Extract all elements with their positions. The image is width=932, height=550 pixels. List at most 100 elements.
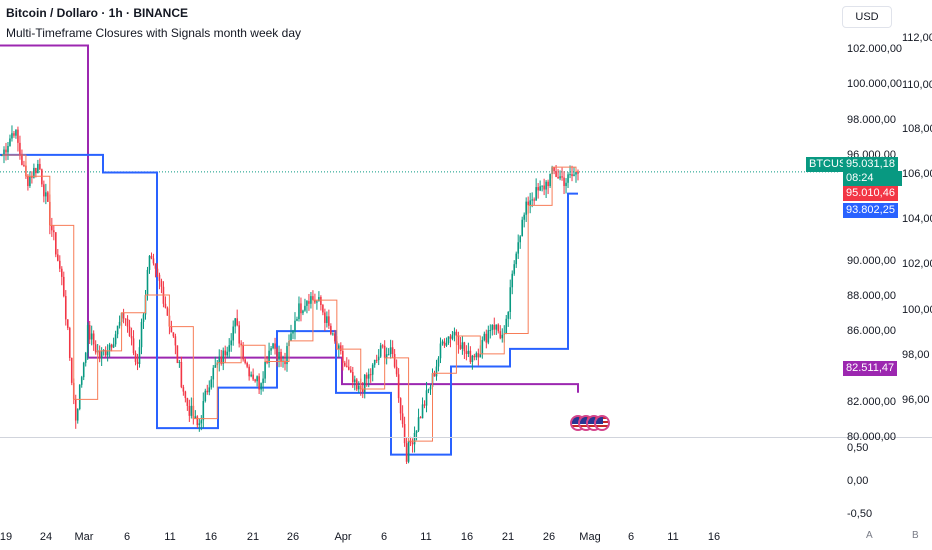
candle-body [565,182,567,187]
candle-body [252,374,254,380]
candle-body [276,348,278,360]
candle-body [7,145,9,153]
candle-body [104,350,107,356]
countdown-tag: 08:24 [843,171,902,186]
candle-body [82,362,85,378]
price-axis[interactable]: 102.000,00 100.000,00 98.000,00 96.000,00 90… [840,0,932,550]
candle-body [541,185,543,187]
candle-body [391,347,394,355]
candle-body [122,312,125,319]
candle-body [523,214,525,220]
candle-body [154,263,157,269]
time-axis[interactable]: 19 24 Mar 6 11 16 21 26 Apr 6 11 16 21 26 Mag 6 11 16 [0,520,932,550]
candle-body [206,390,209,393]
candle-body [491,324,494,330]
indicator-title[interactable]: Multi-Timeframe Closures with Signals mo… [6,26,301,40]
price-tick: 98.000,00 [847,113,896,126]
candle-body [35,167,37,174]
subpane-tick: 0,50 [847,442,869,454]
day-close-tag: 95.010,46 [843,186,898,201]
candle-body [19,142,21,155]
candle-body [132,338,135,354]
candle-body [178,362,181,364]
candle-body [511,273,514,288]
candle-body [292,330,294,334]
candle-body [284,360,286,365]
candle-body [236,318,238,326]
candle-body [142,314,145,322]
candle-body [202,401,205,421]
candle-body [228,345,231,352]
candle-body [489,329,492,331]
secondary-price-tick: 110,00 [902,79,932,91]
candle-body [403,423,406,444]
candle-body [347,366,350,370]
candle-body [17,129,19,143]
candle-body [569,174,571,176]
candle-body [270,348,272,351]
candle-body [124,318,127,320]
candle-body [31,176,33,178]
candle-body [316,301,318,303]
candle-body [110,344,113,348]
auto-scale-button[interactable]: A [866,530,873,541]
candle-body [395,366,398,375]
last-price-tag: 95.031,18 [843,157,898,172]
flag-icon[interactable] [594,415,610,431]
log-scale-button[interactable]: B [912,530,919,541]
candle-body [563,177,565,187]
candle-body [409,441,412,443]
candle-body [419,417,422,419]
subpane-divider[interactable] [0,437,932,438]
candle-body [108,344,111,352]
candle-body [39,163,41,170]
time-tick: Mag [579,531,601,543]
candle-body [322,305,324,313]
candle-body [112,344,115,348]
candle-body [300,303,302,314]
candle-body [349,369,352,373]
symbol-title[interactable]: Bitcoin / Dollaro · 1h · BINANCE [6,6,189,20]
candle-body [425,390,428,406]
candle-body [248,366,250,377]
event-flags[interactable] [570,415,614,435]
candle-body [224,350,227,356]
candle-body [266,361,268,363]
candle-body [51,225,53,231]
candle-body [290,333,292,341]
candle-body [389,347,392,355]
candle-body [254,379,256,382]
candle-body [296,319,298,321]
candle-body [527,201,529,206]
candle-body [445,342,448,346]
candle-body [353,379,356,383]
candle-body [45,192,47,197]
candle-body [373,359,376,365]
candle-body [260,383,262,390]
month-close-line [0,44,579,393]
candle-body [407,441,410,462]
candle-body [208,387,211,393]
candle-body [190,405,193,416]
time-tick: 26 [542,531,556,543]
candle-body [90,333,93,340]
price-chart[interactable] [0,0,840,520]
candle-body [156,268,159,275]
candle-body [264,361,266,379]
candle-body [11,133,13,139]
candle-body [575,171,577,175]
candle-body [477,353,480,358]
candle-body [447,336,450,343]
candle-body [471,355,474,362]
candle-body [549,174,551,187]
candle-body [134,353,137,362]
candle-body [172,332,175,337]
candle-body [435,366,438,377]
candle-body [437,358,440,367]
subpane-tick: -0,50 [847,508,873,520]
chart-plot-area[interactable] [0,0,840,520]
currency-selector[interactable]: USD [842,6,892,28]
candle-body [294,320,296,331]
candle-body [180,362,183,388]
candle-body [537,187,539,191]
